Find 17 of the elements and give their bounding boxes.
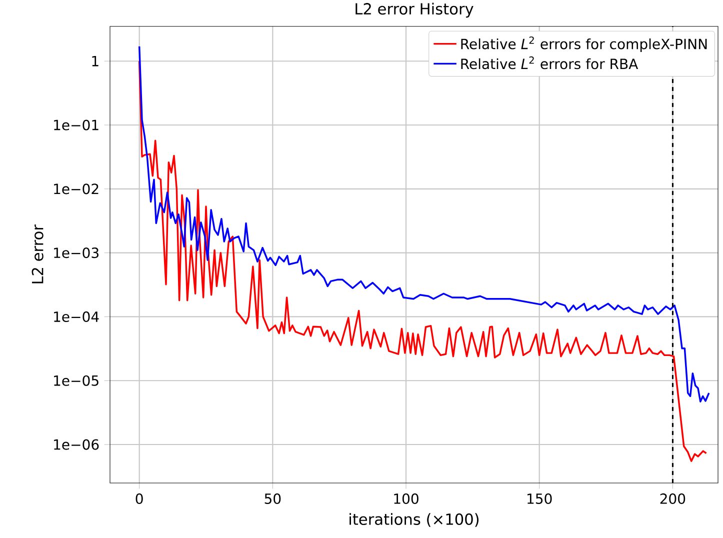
- legend-label: Relative L$^{2}$ errors for compleX-PINN: [461, 36, 707, 52]
- y-tick-label: 1e−05: [54, 375, 98, 386]
- x-tick-label: 200: [660, 493, 686, 504]
- x-tick-label: 50: [264, 493, 281, 504]
- x-tick-label: 150: [528, 493, 552, 504]
- y-tick-label: 1e−06: [54, 439, 99, 450]
- x-tick-label: 0: [136, 493, 143, 504]
- y-tick-label: 1e−01: [54, 120, 98, 130]
- legend-label: Relative L$^{2}$ errors for RBA: [461, 56, 638, 70]
- chart-title: L2 error History: [356, 2, 474, 18]
- y-axis-title: L2 error: [32, 224, 44, 284]
- y-tick-label: 1e−03: [54, 248, 98, 258]
- y-tick-label: 1e−04: [54, 311, 99, 322]
- x-axis-title: iterations (×100): [350, 513, 479, 527]
- x-tick-label: 100: [394, 493, 418, 504]
- y-tick-label: 1: [92, 56, 98, 66]
- y-tick-label: 1e−02: [54, 184, 98, 194]
